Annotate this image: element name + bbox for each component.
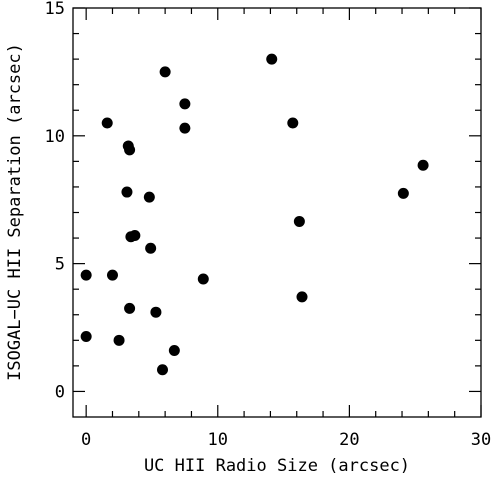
y-axis-label: ISOGAL−UC HII Separation (arcsec) xyxy=(5,43,25,381)
data-points xyxy=(80,53,429,376)
y-tick-label: 0 xyxy=(55,382,65,402)
data-point xyxy=(197,273,209,285)
data-point xyxy=(106,269,118,281)
data-point xyxy=(150,306,162,318)
data-point xyxy=(124,302,136,314)
y-tick-label: 15 xyxy=(45,0,65,19)
data-point xyxy=(129,230,141,242)
data-point xyxy=(101,117,113,129)
data-point xyxy=(159,66,171,78)
data-point xyxy=(80,269,92,281)
plot-frame xyxy=(72,7,482,418)
data-point xyxy=(80,330,92,342)
y-tick-label: 5 xyxy=(55,255,65,275)
data-point xyxy=(397,187,409,199)
x-tick-label: 0 xyxy=(81,430,91,450)
y-tick-label: 10 xyxy=(45,127,65,147)
x-axis-label: UC HII Radio Size (arcsec) xyxy=(144,456,410,476)
axis-tick-labels: 0 10 20 30 0 5 10 15 xyxy=(45,0,492,450)
data-point xyxy=(113,334,125,346)
data-point xyxy=(121,186,133,198)
x-tick-label: 30 xyxy=(471,430,491,450)
data-point xyxy=(266,53,278,65)
data-point xyxy=(143,191,155,203)
data-point xyxy=(296,291,308,303)
data-point xyxy=(287,117,299,129)
data-point xyxy=(124,144,136,156)
data-point xyxy=(156,364,168,376)
x-tick-label: 20 xyxy=(339,430,359,450)
data-point xyxy=(293,215,305,227)
data-point xyxy=(145,242,157,254)
data-point xyxy=(179,122,191,134)
x-tick-label: 10 xyxy=(208,430,228,450)
axis-ticks xyxy=(73,7,482,417)
data-point xyxy=(168,345,180,357)
data-point xyxy=(179,98,191,110)
data-point xyxy=(417,159,429,171)
